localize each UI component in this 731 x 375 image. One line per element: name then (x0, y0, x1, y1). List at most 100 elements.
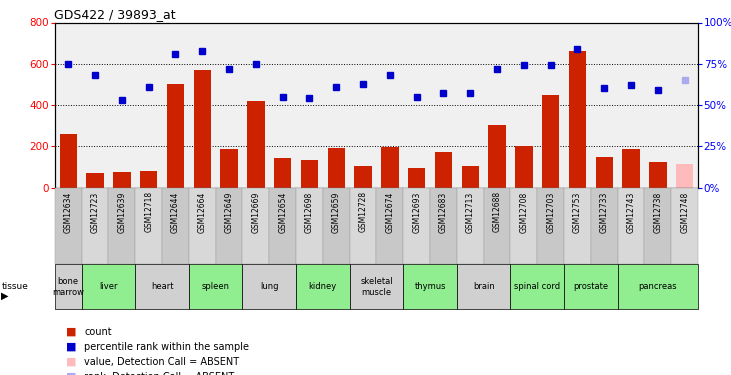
Text: GSM12728: GSM12728 (359, 191, 368, 232)
Text: ■: ■ (66, 327, 76, 337)
Text: GSM12659: GSM12659 (332, 191, 341, 233)
Bar (404, 264, 457, 309)
Bar (461, 166, 479, 188)
Bar (376, 188, 404, 264)
Text: GSM12654: GSM12654 (279, 191, 287, 233)
Text: lung: lung (260, 282, 279, 291)
Bar (55, 264, 82, 309)
Bar (243, 264, 296, 309)
Bar (618, 188, 645, 264)
Bar (296, 188, 323, 264)
Bar (86, 173, 104, 188)
Bar (189, 264, 243, 309)
Bar (435, 152, 452, 188)
Bar (194, 70, 211, 188)
Bar (618, 264, 698, 309)
Bar (622, 149, 640, 188)
Bar (457, 188, 484, 264)
Bar (676, 164, 694, 188)
Bar (510, 188, 537, 264)
Text: percentile rank within the sample: percentile rank within the sample (84, 342, 249, 352)
Text: value, Detection Call = ABSENT: value, Detection Call = ABSENT (84, 357, 239, 367)
Bar (247, 101, 265, 188)
Bar (274, 158, 292, 188)
Bar (430, 188, 457, 264)
Bar (113, 172, 131, 188)
Text: GSM12708: GSM12708 (520, 191, 529, 232)
Bar (381, 147, 398, 188)
Bar (167, 84, 184, 188)
Text: GSM12683: GSM12683 (439, 191, 448, 232)
Text: ■: ■ (66, 372, 76, 375)
Bar (220, 149, 238, 188)
Text: bone
marrow: bone marrow (52, 277, 84, 297)
Bar (323, 188, 349, 264)
Text: GSM12644: GSM12644 (171, 191, 180, 233)
Bar (82, 264, 135, 309)
Bar (488, 124, 506, 188)
Text: ■: ■ (66, 342, 76, 352)
Text: GSM12718: GSM12718 (144, 191, 153, 232)
Bar (189, 188, 216, 264)
Bar (515, 146, 533, 188)
Text: GSM12738: GSM12738 (654, 191, 662, 232)
Text: spleen: spleen (202, 282, 230, 291)
Bar (55, 188, 82, 264)
Text: GSM12733: GSM12733 (600, 191, 609, 233)
Bar (596, 157, 613, 188)
Bar (671, 188, 698, 264)
Text: GSM12713: GSM12713 (466, 191, 474, 232)
Text: brain: brain (473, 282, 495, 291)
Bar (135, 264, 189, 309)
Bar (296, 264, 349, 309)
Bar (537, 188, 564, 264)
Bar (564, 264, 618, 309)
Bar (457, 264, 510, 309)
Text: kidney: kidney (308, 282, 337, 291)
Bar (108, 188, 135, 264)
Bar (162, 188, 189, 264)
Text: GSM12723: GSM12723 (91, 191, 99, 232)
Bar (484, 188, 510, 264)
Text: GSM12649: GSM12649 (224, 191, 233, 233)
Bar (404, 188, 430, 264)
Bar (645, 188, 671, 264)
Bar (82, 188, 108, 264)
Bar (569, 51, 586, 188)
Text: GSM12693: GSM12693 (412, 191, 421, 233)
Text: GSM12698: GSM12698 (305, 191, 314, 232)
Bar (243, 188, 269, 264)
Text: count: count (84, 327, 112, 337)
Text: GSM12688: GSM12688 (493, 191, 501, 232)
Text: prostate: prostate (573, 282, 608, 291)
Text: thymus: thymus (414, 282, 446, 291)
Text: GDS422 / 39893_at: GDS422 / 39893_at (54, 8, 176, 21)
Text: pancreas: pancreas (639, 282, 677, 291)
Bar (349, 264, 404, 309)
Text: GSM12639: GSM12639 (118, 191, 126, 233)
Text: GSM12664: GSM12664 (198, 191, 207, 233)
Bar (59, 134, 77, 188)
Text: liver: liver (99, 282, 118, 291)
Bar (269, 188, 296, 264)
Bar (408, 168, 425, 188)
Text: heart: heart (151, 282, 173, 291)
Bar (327, 148, 345, 188)
Text: GSM12743: GSM12743 (626, 191, 635, 233)
Text: tissue: tissue (1, 282, 29, 291)
Bar (140, 171, 157, 188)
Bar (591, 188, 618, 264)
Bar (135, 188, 162, 264)
Bar (355, 166, 372, 188)
Text: spinal cord: spinal cord (514, 282, 561, 291)
Bar (542, 95, 559, 188)
Text: GSM12674: GSM12674 (385, 191, 394, 233)
Text: GSM12748: GSM12748 (681, 191, 689, 232)
Text: ■: ■ (66, 357, 76, 367)
Bar (349, 188, 376, 264)
Bar (564, 188, 591, 264)
Bar (300, 160, 318, 188)
Text: GSM12753: GSM12753 (573, 191, 582, 233)
Text: GSM12634: GSM12634 (64, 191, 72, 233)
Text: skeletal
muscle: skeletal muscle (360, 277, 393, 297)
